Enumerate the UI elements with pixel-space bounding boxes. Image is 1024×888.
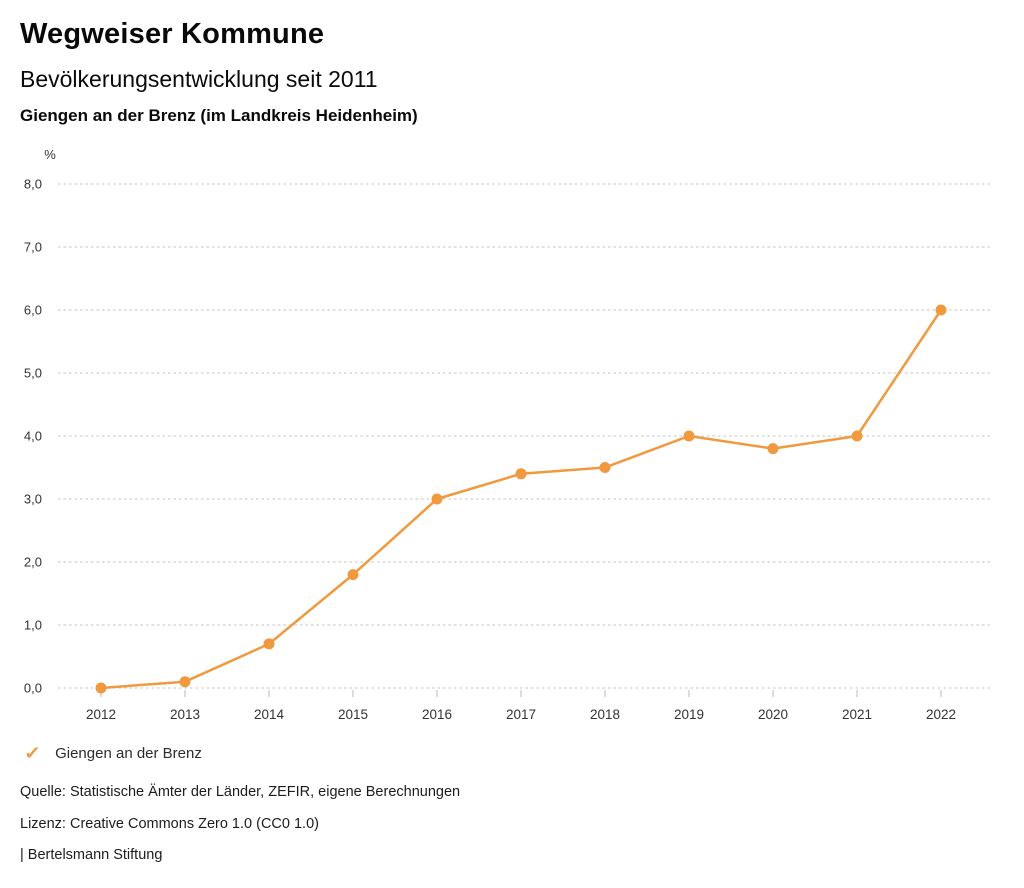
y-tick-label: 6,0 — [24, 303, 42, 318]
legend-item[interactable]: ✓ Giengen an der Brenz — [23, 743, 202, 763]
x-tick-label: 2021 — [842, 707, 872, 722]
x-tick-label: 2019 — [674, 707, 704, 722]
data-point-marker — [767, 443, 779, 455]
attribution-text: | Bertelsmann Stiftung — [20, 847, 163, 863]
y-axis-unit-label: % — [44, 147, 56, 162]
page-title: Wegweiser Kommune — [20, 18, 325, 50]
legend-check-icon: ✓ — [23, 743, 42, 763]
data-point-marker — [347, 569, 359, 581]
y-tick-label: 0,0 — [24, 681, 42, 696]
x-tick-label: 2012 — [86, 707, 116, 722]
y-tick-label: 1,0 — [24, 618, 42, 633]
x-tick-label: 2014 — [254, 707, 285, 722]
x-tick-label: 2016 — [422, 707, 452, 722]
data-point-marker — [263, 638, 275, 650]
chart-header: Wegweiser Kommune Bevölkerungsentwicklun… — [20, 18, 418, 126]
data-point-marker — [935, 304, 947, 316]
data-point-marker — [851, 430, 863, 442]
x-tick-label: 2022 — [926, 707, 956, 722]
data-point-marker — [515, 468, 527, 480]
x-tick-label: 2013 — [170, 707, 200, 722]
region-title: Giengen an der Brenz (im Landkreis Heide… — [20, 106, 418, 125]
y-tick-label: 2,0 — [24, 555, 42, 570]
x-tick-label: 2020 — [758, 707, 788, 722]
x-tick-label: 2015 — [338, 707, 368, 722]
source-text: Quelle: Statistische Ämter der Länder, Z… — [20, 784, 461, 800]
y-tick-label: 3,0 — [24, 492, 42, 507]
y-tick-label: 7,0 — [24, 240, 42, 255]
license-text: Lizenz: Creative Commons Zero 1.0 (CC0 1… — [20, 816, 319, 832]
x-tick-label: 2017 — [506, 707, 536, 722]
y-tick-label: 4,0 — [24, 429, 42, 444]
data-point-marker — [431, 493, 443, 505]
chart-subtitle: Bevölkerungsentwicklung seit 2011 — [20, 66, 378, 92]
data-point-marker — [683, 430, 695, 442]
data-point-marker — [179, 676, 191, 688]
legend-label: Giengen an der Brenz — [55, 744, 202, 762]
data-point-marker — [599, 462, 611, 473]
chart-svg: % 0,0 1,0 2,0 3,0 4,0 5,0 6,0 7,0 8,0 2012 2013 2014… — [24, 147, 990, 722]
data-point-marker — [95, 682, 107, 694]
x-tick-label: 2018 — [590, 707, 620, 722]
y-tick-label: 5,0 — [24, 366, 42, 381]
y-tick-label: 8,0 — [24, 177, 42, 192]
